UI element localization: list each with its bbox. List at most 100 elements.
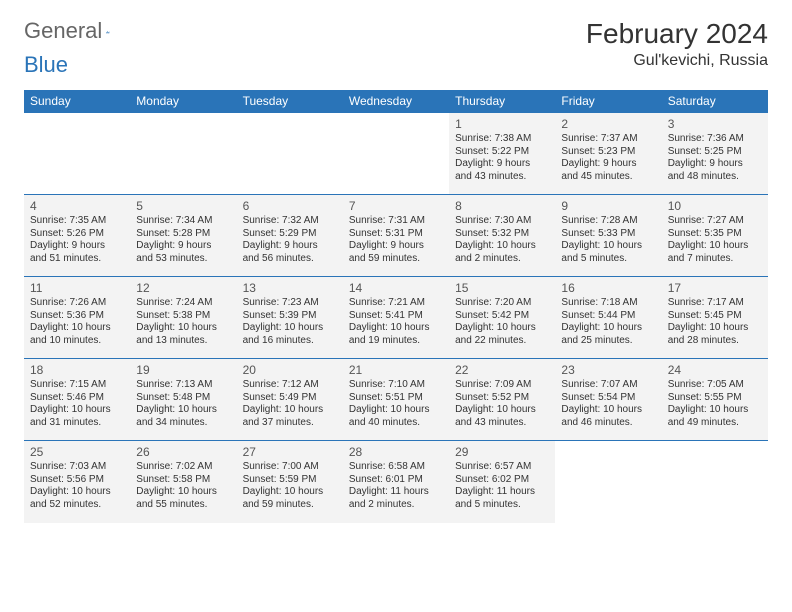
calendar-cell: 19Sunrise: 7:13 AMSunset: 5:48 PMDayligh…	[130, 359, 236, 441]
sunrise-text: Sunrise: 7:03 AM	[30, 461, 124, 474]
calendar-cell: 10Sunrise: 7:27 AMSunset: 5:35 PMDayligh…	[662, 195, 768, 277]
daylight-text: Daylight: 10 hours	[136, 322, 230, 335]
daylight-text: Daylight: 10 hours	[349, 404, 443, 417]
day-number: 3	[668, 117, 762, 131]
sunset-text: Sunset: 5:54 PM	[561, 392, 655, 405]
sunset-text: Sunset: 5:39 PM	[243, 310, 337, 323]
sunrise-text: Sunrise: 7:23 AM	[243, 297, 337, 310]
sunset-text: Sunset: 5:48 PM	[136, 392, 230, 405]
sunrise-text: Sunrise: 6:57 AM	[455, 461, 549, 474]
calendar-cell: 18Sunrise: 7:15 AMSunset: 5:46 PMDayligh…	[24, 359, 130, 441]
sunset-text: Sunset: 5:52 PM	[455, 392, 549, 405]
calendar-cell	[662, 441, 768, 523]
daylight-text: Daylight: 10 hours	[243, 486, 337, 499]
calendar-cell: 23Sunrise: 7:07 AMSunset: 5:54 PMDayligh…	[555, 359, 661, 441]
daylight-text: and 16 minutes.	[243, 335, 337, 348]
daylight-text: Daylight: 10 hours	[243, 322, 337, 335]
calendar-week: 1 Sunrise: 7:38 AMSunset: 5:22 PM Daylight…	[24, 113, 768, 195]
daylight-text: Daylight: 10 hours	[668, 322, 762, 335]
sunset-text: Sunset: 5:32 PM	[455, 228, 549, 241]
sunrise-text: Sunrise: 7:18 AM	[561, 297, 655, 310]
day-header: Wednesday	[343, 90, 449, 113]
sunrise-text: Sunrise: 7:21 AM	[349, 297, 443, 310]
daylight-text: Daylight: 10 hours	[455, 322, 549, 335]
daylight-text: and 55 minutes.	[136, 499, 230, 512]
day-number: 5	[136, 199, 230, 213]
daylight-text: and 13 minutes.	[136, 335, 230, 348]
daylight-text: Daylight: 10 hours	[136, 404, 230, 417]
day-number: 10	[668, 199, 762, 213]
sunset-text: Sunset: 5:51 PM	[349, 392, 443, 405]
calendar-table: Sunday Monday Tuesday Wednesday Thursday…	[24, 90, 768, 523]
sunset-text: Sunset: 5:59 PM	[243, 474, 337, 487]
daylight-text: Daylight: 9 hours	[349, 240, 443, 253]
day-number: 18	[30, 363, 124, 377]
daylight-text: Daylight: 9 hours	[561, 158, 655, 171]
calendar-cell: 15Sunrise: 7:20 AMSunset: 5:42 PMDayligh…	[449, 277, 555, 359]
sunset-text: Sunset: 5:22 PM	[455, 146, 549, 159]
day-header: Tuesday	[237, 90, 343, 113]
sunset-text: Sunset: 5:31 PM	[349, 228, 443, 241]
daylight-text: and 59 minutes.	[243, 499, 337, 512]
daylight-text: Daylight: 10 hours	[668, 240, 762, 253]
daylight-text: Daylight: 11 hours	[349, 486, 443, 499]
calendar-cell: 7Sunrise: 7:31 AMSunset: 5:31 PMDaylight…	[343, 195, 449, 277]
sunrise-text: Sunrise: 7:30 AM	[455, 215, 549, 228]
day-number: 24	[668, 363, 762, 377]
sunrise-text: Sunrise: 7:26 AM	[30, 297, 124, 310]
day-number: 12	[136, 281, 230, 295]
sunrise-text: Sunrise: 7:35 AM	[30, 215, 124, 228]
day-number: 27	[243, 445, 337, 459]
calendar-cell: 9Sunrise: 7:28 AMSunset: 5:33 PMDaylight…	[555, 195, 661, 277]
daylight-text: Daylight: 10 hours	[243, 404, 337, 417]
sunset-text: Sunset: 6:01 PM	[349, 474, 443, 487]
sunrise-text: Sunrise: 6:58 AM	[349, 461, 443, 474]
calendar-cell	[130, 113, 236, 195]
sunrise-text: Sunrise: 7:31 AM	[349, 215, 443, 228]
daylight-text: Daylight: 10 hours	[136, 486, 230, 499]
calendar-cell: 8Sunrise: 7:30 AMSunset: 5:32 PMDaylight…	[449, 195, 555, 277]
day-number: 2	[561, 117, 655, 131]
daylight-text: and 5 minutes.	[561, 253, 655, 266]
sunrise-text: Sunrise: 7:13 AM	[136, 379, 230, 392]
month-title: February 2024	[586, 18, 768, 50]
day-header: Saturday	[662, 90, 768, 113]
daylight-text: and 2 minutes.	[349, 499, 443, 512]
daylight-text: and 59 minutes.	[349, 253, 443, 266]
daylight-text: and 34 minutes.	[136, 417, 230, 430]
sunrise-text: Sunrise: 7:38 AM	[455, 133, 549, 146]
sunrise-text: Sunrise: 7:37 AM	[561, 133, 655, 146]
calendar-cell: 11Sunrise: 7:26 AMSunset: 5:36 PMDayligh…	[24, 277, 130, 359]
daylight-text: and 2 minutes.	[455, 253, 549, 266]
sunrise-text: Sunrise: 7:15 AM	[30, 379, 124, 392]
daylight-text: Daylight: 11 hours	[455, 486, 549, 499]
calendar-cell: 4Sunrise: 7:35 AMSunset: 5:26 PMDaylight…	[24, 195, 130, 277]
day-number: 11	[30, 281, 124, 295]
daylight-text: and 22 minutes.	[455, 335, 549, 348]
daylight-text: Daylight: 10 hours	[668, 404, 762, 417]
calendar-cell: 16Sunrise: 7:18 AMSunset: 5:44 PMDayligh…	[555, 277, 661, 359]
calendar-week: 11Sunrise: 7:26 AMSunset: 5:36 PMDayligh…	[24, 277, 768, 359]
sunset-text: Sunset: 5:58 PM	[136, 474, 230, 487]
sunset-text: Sunset: 5:38 PM	[136, 310, 230, 323]
daylight-text: Daylight: 10 hours	[30, 404, 124, 417]
calendar-cell: 2 Sunrise: 7:37 AMSunset: 5:23 PMDaylight…	[555, 113, 661, 195]
sunset-text: Sunset: 5:23 PM	[561, 146, 655, 159]
day-header-row: Sunday Monday Tuesday Wednesday Thursday…	[24, 90, 768, 113]
daylight-text: Daylight: 10 hours	[561, 404, 655, 417]
daylight-text: and 5 minutes.	[455, 499, 549, 512]
day-number: 21	[349, 363, 443, 377]
calendar-cell	[555, 441, 661, 523]
sunrise-text: Sunrise: 7:27 AM	[668, 215, 762, 228]
day-header: Thursday	[449, 90, 555, 113]
daylight-text: and 48 minutes.	[668, 171, 762, 184]
sunset-text: Sunset: 5:25 PM	[668, 146, 762, 159]
day-number: 23	[561, 363, 655, 377]
calendar-cell: 20Sunrise: 7:12 AMSunset: 5:49 PMDayligh…	[237, 359, 343, 441]
daylight-text: and 40 minutes.	[349, 417, 443, 430]
daylight-text: and 28 minutes.	[668, 335, 762, 348]
day-number: 1	[455, 117, 549, 131]
day-number: 29	[455, 445, 549, 459]
daylight-text: Daylight: 10 hours	[455, 240, 549, 253]
sunset-text: Sunset: 5:55 PM	[668, 392, 762, 405]
